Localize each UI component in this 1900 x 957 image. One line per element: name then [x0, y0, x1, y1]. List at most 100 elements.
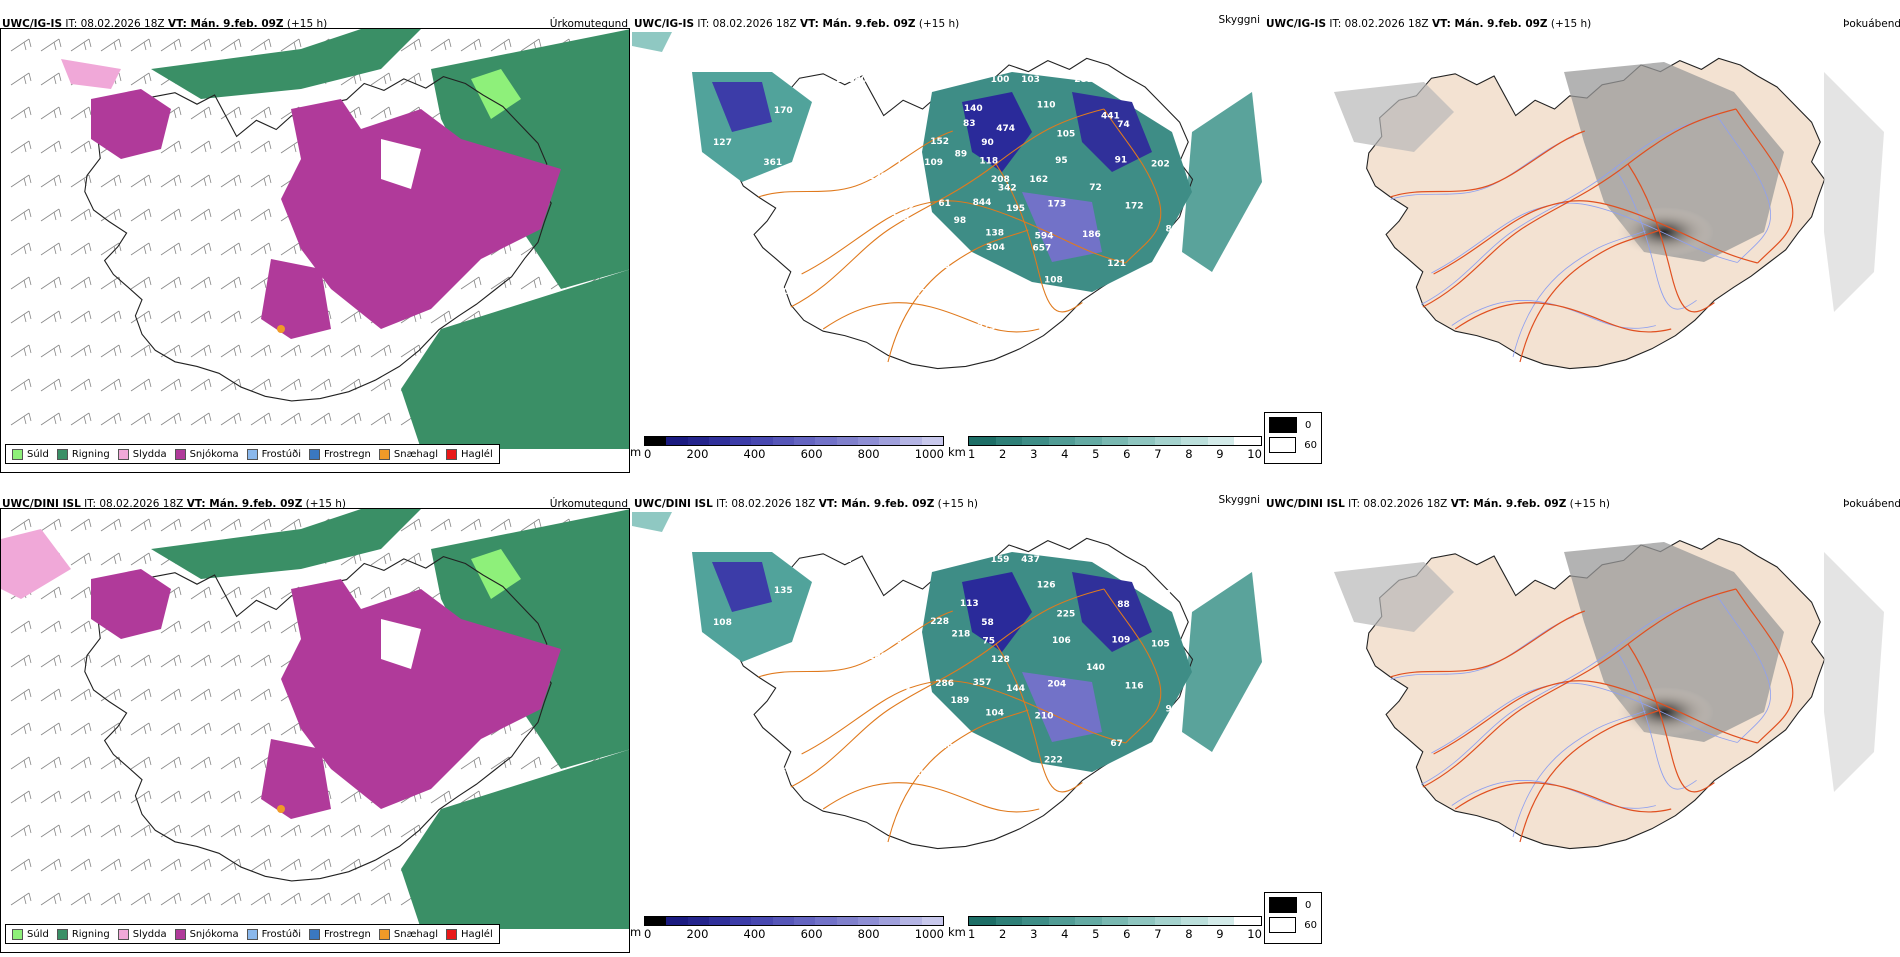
cloud-base-label: 146: [866, 259, 885, 269]
wind-barb: [40, 858, 62, 872]
cloud-base-bar: [644, 916, 944, 926]
colorbar-tick: 0: [644, 927, 652, 941]
fog-index-area: [1564, 62, 1784, 262]
wind-barb: [10, 276, 32, 290]
cloud-base-label: 72: [1089, 183, 1102, 193]
valid-label: VT:: [1450, 498, 1470, 510]
wind-barb: [40, 620, 62, 634]
wind-barb: [310, 412, 332, 426]
colorbar-segment: [1101, 917, 1129, 925]
wind-barb: [130, 790, 152, 804]
visibility-ticks: 1 2 3 4 5 6 7 8 9 10: [968, 927, 1262, 941]
wind-barb: [190, 140, 212, 154]
road-line: [1627, 643, 1715, 793]
cloud-base-label: 342: [998, 184, 1017, 194]
colorbar-segment: [1022, 917, 1049, 925]
snow-area: [281, 579, 561, 809]
cloud-base-label: 126: [1037, 581, 1056, 591]
wind-barb: [130, 412, 152, 426]
legend-item: Slydda: [117, 928, 167, 940]
valid-time: Mán. 9.feb. 09Z: [1469, 498, 1567, 510]
wind-barb: [130, 378, 152, 392]
wind-barb: [160, 722, 182, 736]
model-name: UWC/IG-IS: [634, 18, 695, 30]
fog-index-area: [1824, 72, 1884, 312]
wind-barb: [100, 858, 122, 872]
visibility-area: [632, 512, 672, 532]
cloud-base-label: 594: [1035, 232, 1054, 242]
colorbar-tick: 1: [968, 927, 976, 941]
wind-barb: [190, 106, 212, 120]
valid-time: Mán. 9.feb. 09Z: [818, 18, 916, 30]
wind-barb: [70, 518, 92, 532]
legend-label: Súld: [27, 448, 49, 460]
wind-barb: [70, 140, 92, 154]
cloud-base-label: 135: [774, 586, 793, 596]
wind-barb: [250, 586, 272, 600]
wind-barb: [70, 654, 92, 668]
wind-barb: [160, 378, 182, 392]
colorbar-segment: [900, 917, 922, 925]
cloud-base-label: 95: [1055, 156, 1068, 166]
cloud-base-label: 105: [1057, 130, 1076, 140]
legend-item: Rigning: [56, 928, 110, 940]
wind-barb: [10, 892, 32, 906]
cloud-base-label: 202: [896, 203, 915, 213]
cloud-base-area: [1022, 192, 1102, 262]
clear-area: [381, 619, 421, 669]
wind-barb: [40, 824, 62, 838]
cloud-base-area: [1022, 672, 1102, 742]
wind-barb: [70, 892, 92, 906]
cloud-base-label: 286: [935, 679, 954, 689]
wind-barb: [130, 344, 152, 358]
wind-barb: [400, 38, 422, 52]
colorbar-segment: [708, 437, 731, 445]
wind-barb: [490, 518, 512, 532]
road-line: [1454, 782, 1672, 813]
cloud-base-label: 153: [1152, 590, 1171, 600]
wind-barb: [370, 824, 392, 838]
wind-barb: [190, 586, 212, 600]
legend-label: Snjókoma: [189, 928, 239, 940]
wind-barb: [10, 242, 32, 256]
road-line: [1103, 108, 1162, 264]
wind-barb: [280, 412, 302, 426]
wind-barb: [130, 892, 152, 906]
road-line: [1614, 167, 1697, 310]
panel-header: UWC/IG-IS IT: 08.02.2026 18Z VT: Mán. 9.…: [634, 18, 959, 30]
fog-panel-igis: UWC/IG-IS IT: 08.02.2026 18Z VT: Mán. 9.…: [1264, 12, 1900, 477]
road-line: [822, 782, 1040, 813]
wind-barb: [250, 378, 272, 392]
road-line: [1716, 115, 1772, 263]
wind-barb: [280, 824, 302, 838]
wind-barb: [220, 892, 242, 906]
legend-item: Frostregn: [309, 928, 371, 940]
wind-barb: [10, 310, 32, 324]
road-line: [1103, 588, 1162, 744]
fog-legend-label: 60: [1304, 439, 1317, 451]
wind-barb: [190, 722, 212, 736]
precip-type-map: [10, 29, 629, 449]
wind-barb: [220, 242, 242, 256]
wind-barb: [40, 654, 62, 668]
cloud-base-label: 127: [713, 138, 732, 148]
wind-barb: [160, 310, 182, 324]
colorbar-segment: [751, 917, 773, 925]
wind-barb: [460, 276, 482, 290]
wind-barb: [160, 790, 182, 804]
colorbar-tick: 9: [1216, 447, 1224, 461]
cloud-base-label: 90: [981, 138, 994, 148]
wind-barb: [40, 72, 62, 86]
cloud-base-label: 437: [1021, 555, 1040, 565]
cloud-base-label: 285: [735, 720, 754, 730]
cloud-base-label: 304: [986, 243, 1005, 253]
cloud-base-area: [712, 562, 772, 612]
road-line: [1735, 108, 1794, 264]
snow-area: [91, 569, 171, 639]
wind-barb: [70, 586, 92, 600]
cloud-panel-igis: UWC/IG-IS IT: 08.02.2026 18Z VT: Mán. 9.…: [630, 12, 1262, 477]
road-line: [1433, 680, 1758, 755]
issue-time: IT: 08.02.2026 18Z: [1344, 498, 1451, 510]
colorbar-tick: 10: [1247, 447, 1262, 461]
road-line: [1433, 200, 1758, 275]
